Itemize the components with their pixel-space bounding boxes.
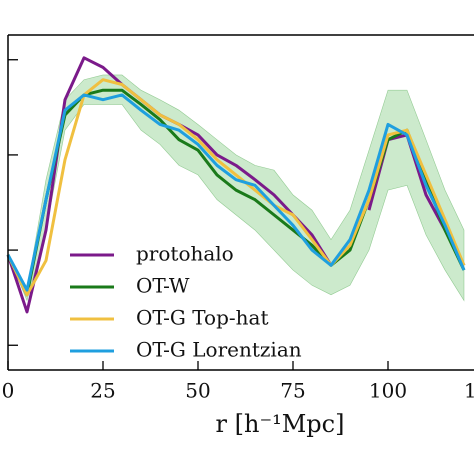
x-tick-label: 125	[464, 379, 474, 403]
x-tick-label: 50	[185, 379, 210, 403]
x-tick-label: 0	[2, 379, 15, 403]
legend-label: OT-G Top-hat	[136, 306, 268, 330]
band	[7, 74, 465, 302]
legend-label: protohalo	[136, 242, 234, 266]
x-tick-label: 75	[280, 379, 305, 403]
x-tick-label: 25	[90, 379, 115, 403]
x-axis-label: r [h⁻¹Mpc]	[216, 410, 345, 438]
legend-label: OT-G Lorentzian	[136, 338, 302, 362]
x-tick-label: 100	[369, 379, 407, 403]
line	[6, 93, 466, 292]
legend-label: OT-W	[136, 274, 190, 298]
